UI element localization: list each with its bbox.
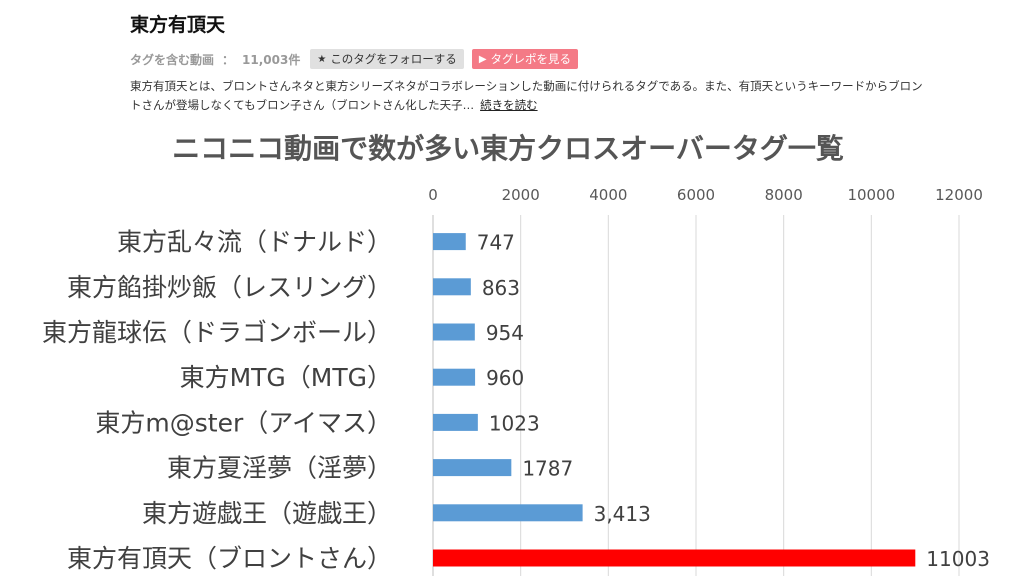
data-label: 1787 [522,457,573,481]
tag-report-button[interactable]: ▶ タグレポを見る [471,49,579,69]
bar [433,368,476,386]
data-label: 960 [486,366,524,390]
bar [433,278,471,296]
category-label: 東方餡掛炒飯（レスリング） [67,273,392,302]
bar [433,233,466,251]
read-more-link[interactable]: 続きを読む [480,98,538,112]
category-label: 東方夏淫夢（淫夢） [167,454,392,483]
category-label: 東方有頂天（ブロントさん） [67,544,392,573]
x-tick-label: 2000 [502,186,540,204]
data-label: 863 [482,276,520,300]
follow-tag-button[interactable]: ★ このタグをフォローする [310,49,464,69]
bar [433,549,916,567]
tag-description-text: 東方有頂天とは、ブロントさんネタと東方シリーズネタがコラボレーションした動画に付… [130,79,923,112]
data-label: 11003 [926,547,990,571]
tag-meta-row: タグを含む動画 ： 11,003件 ★ このタグをフォローする ▶ タグレポを見… [130,48,579,70]
data-label: 954 [486,321,524,345]
category-label: 東方MTG（MTG） [180,363,392,392]
x-tick-label: 0 [428,186,438,204]
tag-description: 東方有頂天とは、ブロントさんネタと東方シリーズネタがコラボレーションした動画に付… [130,77,930,115]
bar [433,504,583,522]
play-icon: ▶ [478,53,487,65]
data-label: 1023 [489,411,540,435]
x-tick-label: 4000 [589,186,627,204]
video-count-label: タグを含む動画 [130,52,215,67]
bar [433,413,478,431]
category-label: 東方龍球伝（ドラゴンボール） [42,318,392,347]
tag-title: 東方有頂天 [130,14,226,36]
bar [433,459,512,477]
x-tick-label: 6000 [677,186,715,204]
category-label: 東方遊戯王（遊戯王） [142,499,392,528]
x-tick-label: 8000 [765,186,803,204]
data-label: 747 [477,231,515,255]
tag-report-label: タグレポを見る [490,52,572,66]
category-label: 東方m@ster（アイマス） [95,408,392,437]
chart-title: ニコニコ動画で数が多い東方クロスオーバータグ一覧 [172,132,844,165]
meta-separator: ： [222,52,235,67]
data-label: 3,413 [594,502,651,526]
x-tick-label: 12000 [935,186,983,204]
x-tick-label: 10000 [847,186,895,204]
bar [433,323,475,341]
star-icon: ★ [317,53,327,65]
video-count: 11,003件 [242,52,301,67]
follow-tag-label: このタグをフォローする [330,52,457,66]
category-label: 東方乱々流（ドナルド） [117,228,392,257]
